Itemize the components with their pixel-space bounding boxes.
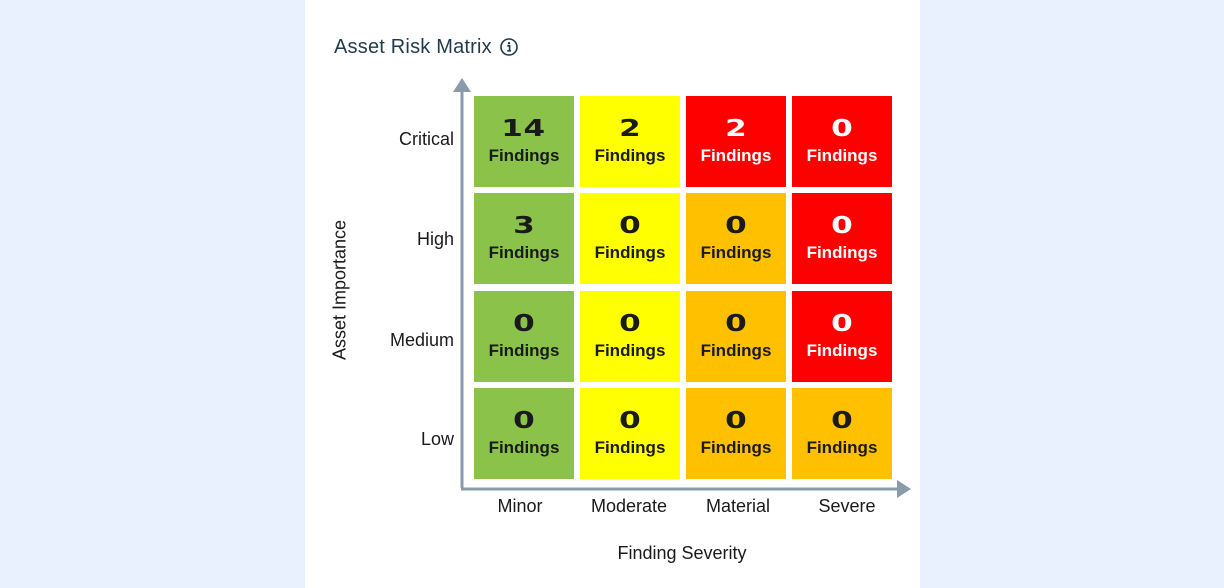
finding-label: Findings: [488, 243, 560, 262]
finding-label: Findings: [700, 146, 772, 165]
finding-label: Findings: [806, 341, 878, 360]
finding-label: Findings: [700, 438, 772, 457]
finding-label: Findings: [806, 243, 878, 262]
matrix-cell-high-moderate[interactable]: 0 Findings: [580, 193, 680, 284]
matrix-cell-critical-severe[interactable]: 0 Findings: [792, 96, 892, 187]
finding-count: 0: [724, 408, 748, 434]
finding-label: Findings: [700, 243, 772, 262]
matrix-cell-critical-minor[interactable]: 14 Findings: [474, 96, 574, 187]
matrix-cell-medium-severe[interactable]: 0 Findings: [792, 291, 892, 382]
finding-count: 0: [724, 311, 748, 337]
finding-count: 0: [512, 311, 536, 337]
finding-count: 2: [724, 116, 748, 142]
finding-count: 14: [501, 116, 547, 142]
row-label-high: High: [416, 229, 454, 249]
col-label-severe: Severe: [818, 496, 876, 516]
finding-count: 0: [830, 311, 854, 337]
finding-count: 0: [618, 213, 642, 239]
col-label-moderate: Moderate: [590, 496, 668, 516]
finding-label: Findings: [806, 438, 878, 457]
card-title: Asset Risk Matrix: [334, 35, 492, 58]
finding-label: Findings: [594, 146, 666, 165]
risk-matrix-card: Asset Risk Matrix Asset Importance Findi…: [305, 0, 920, 588]
matrix-cell-low-minor[interactable]: 0 Findings: [474, 388, 574, 479]
col-label-material: Material: [705, 496, 771, 516]
finding-label: Findings: [594, 438, 666, 457]
matrix-cell-low-moderate[interactable]: 0 Findings: [580, 388, 680, 479]
matrix-cell-high-severe[interactable]: 0 Findings: [792, 193, 892, 284]
finding-count: 0: [618, 408, 642, 434]
matrix-cell-medium-minor[interactable]: 0 Findings: [474, 291, 574, 382]
finding-count: 0: [618, 311, 642, 337]
finding-label: Findings: [488, 341, 560, 360]
matrix-cell-medium-moderate[interactable]: 0 Findings: [580, 291, 680, 382]
matrix-cell-low-severe[interactable]: 0 Findings: [792, 388, 892, 479]
info-circle-icon[interactable]: [500, 38, 518, 56]
finding-label: Findings: [806, 146, 878, 165]
finding-label: Findings: [488, 438, 560, 457]
finding-count: 0: [724, 213, 748, 239]
matrix-cell-medium-material[interactable]: 0 Findings: [686, 291, 786, 382]
matrix-cell-critical-material[interactable]: 2 Findings: [686, 96, 786, 187]
matrix-axes: [453, 78, 911, 498]
finding-label: Findings: [594, 341, 666, 360]
row-label-low: Low: [420, 429, 454, 449]
finding-count: 0: [830, 116, 854, 142]
matrix-cell-critical-moderate[interactable]: 2 Findings: [580, 96, 680, 187]
finding-count: 0: [830, 213, 854, 239]
finding-count: 0: [830, 408, 854, 434]
card-header: Asset Risk Matrix: [334, 34, 518, 60]
row-label-medium: Medium: [389, 330, 454, 350]
finding-count: 2: [618, 116, 642, 142]
x-axis-title: Finding Severity: [617, 543, 747, 563]
x-axis-arrow: [897, 480, 911, 498]
matrix-cell-low-material[interactable]: 0 Findings: [686, 388, 786, 479]
y-axis-arrow: [453, 78, 471, 92]
finding-count: 3: [512, 213, 536, 239]
finding-count: 0: [512, 408, 536, 434]
matrix-cell-high-material[interactable]: 0 Findings: [686, 193, 786, 284]
row-label-critical: Critical: [398, 129, 454, 149]
finding-label: Findings: [700, 341, 772, 360]
finding-label: Findings: [594, 243, 666, 262]
col-label-minor: Minor: [497, 496, 543, 516]
finding-label: Findings: [488, 146, 560, 165]
matrix-cell-high-minor[interactable]: 3 Findings: [474, 193, 574, 284]
